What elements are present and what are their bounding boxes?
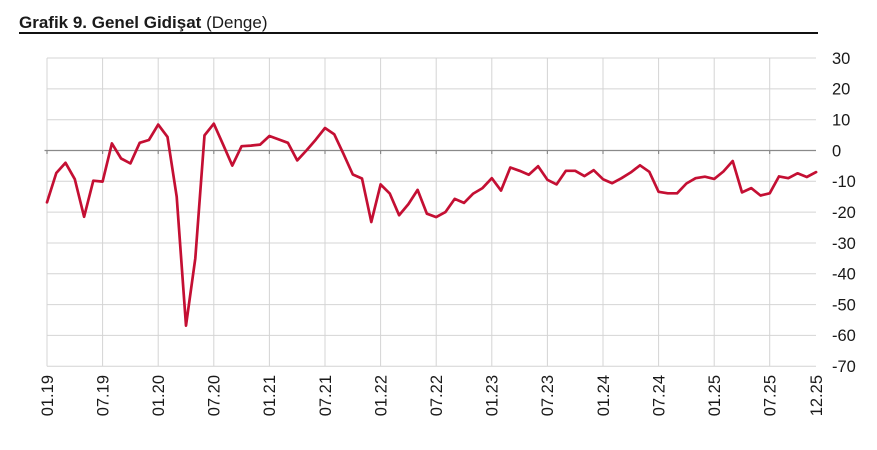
svg-text:12.25: 12.25 — [808, 375, 826, 416]
svg-text:01.23: 01.23 — [484, 375, 502, 416]
svg-text:07.20: 07.20 — [206, 375, 224, 416]
svg-text:-40: -40 — [832, 266, 856, 284]
svg-text:07.23: 07.23 — [539, 375, 557, 416]
svg-text:-10: -10 — [832, 173, 856, 191]
svg-text:Grafik 9. Genel Gidişat (Denge: Grafik 9. Genel Gidişat (Denge) — [19, 13, 267, 32]
svg-text:01.25: 01.25 — [706, 375, 724, 416]
svg-text:07.24: 07.24 — [650, 375, 668, 416]
svg-text:0: 0 — [832, 142, 841, 160]
svg-text:10: 10 — [832, 112, 850, 130]
svg-text:07.22: 07.22 — [428, 375, 446, 416]
svg-text:01.21: 01.21 — [261, 375, 279, 416]
svg-text:-30: -30 — [832, 235, 856, 253]
svg-text:20: 20 — [832, 81, 850, 99]
svg-text:01.24: 01.24 — [595, 375, 613, 416]
svg-text:30: 30 — [832, 50, 850, 68]
svg-text:-60: -60 — [832, 327, 856, 345]
svg-text:07.21: 07.21 — [317, 375, 335, 416]
svg-text:-50: -50 — [832, 296, 856, 314]
svg-text:-70: -70 — [832, 358, 856, 376]
svg-text:01.19: 01.19 — [39, 375, 57, 416]
svg-text:01.22: 01.22 — [372, 375, 390, 416]
svg-text:-20: -20 — [832, 204, 856, 222]
svg-text:07.25: 07.25 — [762, 375, 780, 416]
svg-text:01.20: 01.20 — [150, 375, 168, 416]
svg-text:07.19: 07.19 — [94, 375, 112, 416]
